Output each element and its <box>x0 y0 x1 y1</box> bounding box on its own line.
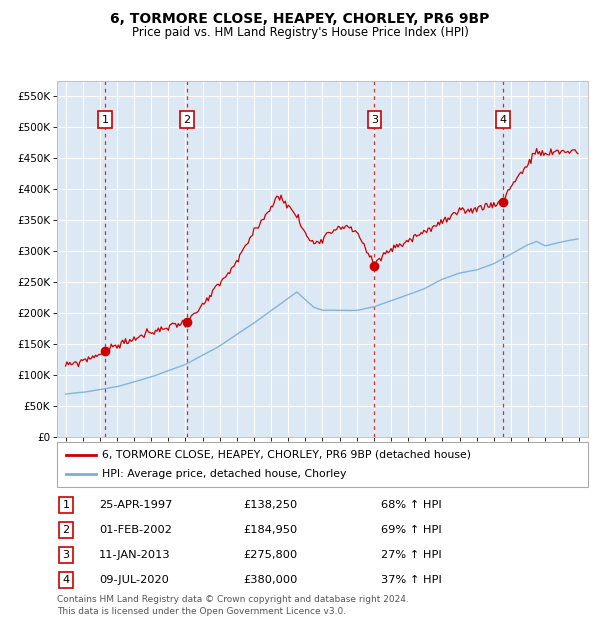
Text: £138,250: £138,250 <box>243 500 297 510</box>
Text: 01-FEB-2002: 01-FEB-2002 <box>99 525 172 535</box>
Text: 11-JAN-2013: 11-JAN-2013 <box>99 550 170 560</box>
Text: 1: 1 <box>102 115 109 125</box>
Text: 4: 4 <box>62 575 70 585</box>
Text: 3: 3 <box>371 115 378 125</box>
Text: 1: 1 <box>62 500 70 510</box>
Text: £380,000: £380,000 <box>243 575 298 585</box>
Text: 2: 2 <box>62 525 70 535</box>
Text: 37% ↑ HPI: 37% ↑ HPI <box>381 575 442 585</box>
Text: 2: 2 <box>183 115 190 125</box>
Text: 27% ↑ HPI: 27% ↑ HPI <box>381 550 442 560</box>
Text: 6, TORMORE CLOSE, HEAPEY, CHORLEY, PR6 9BP: 6, TORMORE CLOSE, HEAPEY, CHORLEY, PR6 9… <box>110 12 490 27</box>
Text: Contains HM Land Registry data © Crown copyright and database right 2024.
This d: Contains HM Land Registry data © Crown c… <box>57 595 409 616</box>
Text: 6, TORMORE CLOSE, HEAPEY, CHORLEY, PR6 9BP (detached house): 6, TORMORE CLOSE, HEAPEY, CHORLEY, PR6 9… <box>102 450 471 459</box>
Text: 3: 3 <box>62 550 70 560</box>
Text: £184,950: £184,950 <box>243 525 297 535</box>
Text: 25-APR-1997: 25-APR-1997 <box>99 500 172 510</box>
Text: Price paid vs. HM Land Registry's House Price Index (HPI): Price paid vs. HM Land Registry's House … <box>131 26 469 39</box>
Text: HPI: Average price, detached house, Chorley: HPI: Average price, detached house, Chor… <box>102 469 346 479</box>
Text: 4: 4 <box>499 115 506 125</box>
Text: 09-JUL-2020: 09-JUL-2020 <box>99 575 169 585</box>
Text: 68% ↑ HPI: 68% ↑ HPI <box>381 500 442 510</box>
Text: £275,800: £275,800 <box>243 550 297 560</box>
Text: 69% ↑ HPI: 69% ↑ HPI <box>381 525 442 535</box>
